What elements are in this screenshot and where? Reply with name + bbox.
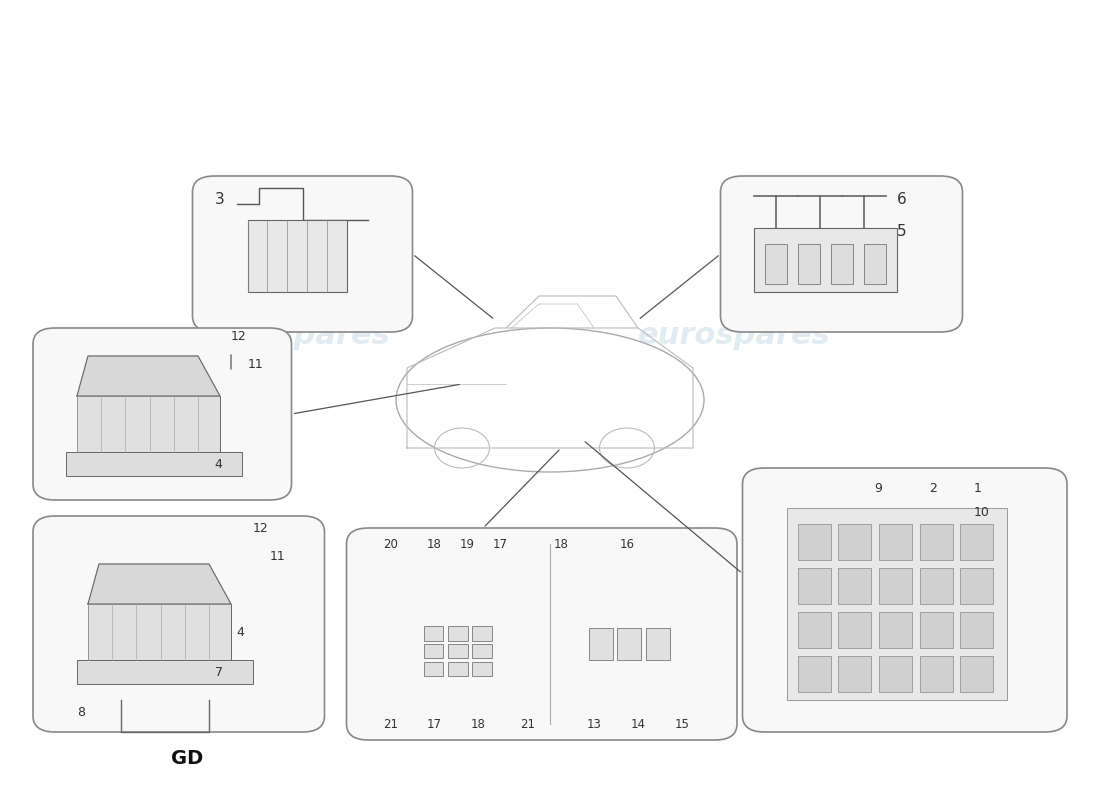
Text: 11: 11	[248, 358, 263, 371]
Polygon shape	[77, 356, 220, 396]
Text: GD: GD	[170, 749, 202, 768]
Text: 8: 8	[77, 706, 85, 719]
Bar	[424, 662, 443, 676]
Bar	[798, 524, 830, 560]
Text: 5: 5	[896, 224, 906, 239]
Text: 18: 18	[427, 538, 442, 551]
Bar	[424, 626, 443, 641]
Text: 13: 13	[586, 718, 602, 731]
Text: 7: 7	[214, 666, 222, 679]
Text: 18: 18	[553, 538, 569, 551]
Text: 1: 1	[974, 482, 981, 495]
Text: 3: 3	[214, 192, 224, 207]
Text: 15: 15	[674, 718, 690, 731]
Text: 17: 17	[493, 538, 508, 551]
Bar	[960, 612, 993, 648]
Bar	[838, 568, 871, 604]
Bar	[838, 656, 871, 692]
Bar	[66, 452, 242, 476]
Text: 10: 10	[974, 506, 989, 519]
Bar	[646, 628, 670, 660]
Bar	[920, 612, 953, 648]
Text: 2: 2	[930, 482, 937, 495]
Bar	[864, 244, 886, 284]
Text: eurospares: eurospares	[198, 321, 390, 350]
Bar	[472, 626, 492, 641]
Bar	[248, 220, 346, 292]
Bar	[920, 568, 953, 604]
Text: 20: 20	[383, 538, 398, 551]
FancyBboxPatch shape	[742, 468, 1067, 732]
Bar	[448, 662, 468, 676]
Text: 18: 18	[471, 718, 486, 731]
Bar	[960, 568, 993, 604]
Bar	[617, 628, 641, 660]
Bar	[764, 244, 786, 284]
Bar	[798, 568, 830, 604]
Text: 21: 21	[383, 718, 398, 731]
Bar	[838, 612, 871, 648]
Bar	[588, 628, 613, 660]
Bar	[424, 644, 443, 658]
Bar	[754, 228, 896, 292]
Bar	[448, 626, 468, 641]
Bar	[830, 244, 852, 284]
FancyBboxPatch shape	[192, 176, 412, 332]
Bar	[88, 604, 231, 660]
Bar	[786, 508, 1007, 700]
Bar	[920, 524, 953, 560]
Bar	[879, 656, 912, 692]
Text: 6: 6	[896, 192, 906, 207]
Bar	[798, 244, 820, 284]
Text: 14: 14	[630, 718, 646, 731]
Bar	[960, 656, 993, 692]
Bar	[960, 524, 993, 560]
Bar	[472, 644, 492, 658]
Bar	[879, 612, 912, 648]
Text: eurospares: eurospares	[638, 321, 830, 350]
Bar	[879, 568, 912, 604]
Text: 16: 16	[619, 538, 635, 551]
FancyBboxPatch shape	[346, 528, 737, 740]
Text: 11: 11	[270, 550, 285, 563]
Text: 9: 9	[874, 482, 882, 495]
Bar	[77, 660, 253, 684]
FancyBboxPatch shape	[33, 328, 292, 500]
Text: 12: 12	[231, 330, 246, 343]
Bar	[798, 612, 830, 648]
Bar	[448, 644, 468, 658]
FancyBboxPatch shape	[720, 176, 962, 332]
Bar	[798, 656, 830, 692]
Bar	[879, 524, 912, 560]
Text: 19: 19	[460, 538, 475, 551]
Text: 21: 21	[520, 718, 536, 731]
Bar	[472, 662, 492, 676]
FancyBboxPatch shape	[33, 516, 324, 732]
Text: 17: 17	[427, 718, 442, 731]
Polygon shape	[88, 564, 231, 604]
Bar	[920, 656, 953, 692]
Bar	[838, 524, 871, 560]
Text: 4: 4	[214, 458, 222, 471]
Text: 12: 12	[253, 522, 268, 535]
Bar	[77, 396, 220, 452]
Text: 4: 4	[236, 626, 244, 639]
